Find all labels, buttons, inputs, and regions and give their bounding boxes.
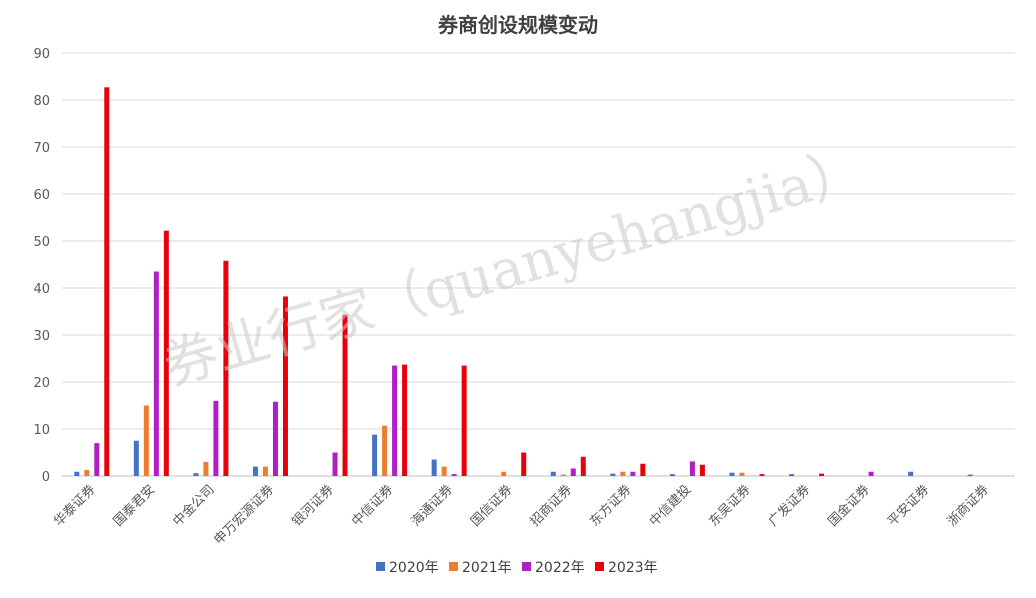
bar [521, 452, 527, 476]
bar [282, 296, 288, 476]
bar [729, 472, 735, 476]
bar [104, 87, 110, 476]
x-tick-label: 国金证券 [825, 482, 873, 530]
bar [759, 474, 765, 476]
legend-swatch [595, 562, 604, 571]
bar [372, 434, 378, 476]
bar [967, 474, 973, 476]
watermark: 券业行家（quanyehangjia） [156, 137, 871, 397]
bar [610, 473, 616, 476]
bar [163, 230, 169, 476]
legend-label: 2021年 [462, 560, 512, 576]
bar [550, 471, 556, 476]
bar [262, 466, 268, 476]
bar [402, 364, 408, 476]
x-tick-label: 广发证券 [765, 482, 813, 530]
bar [640, 463, 646, 476]
x-tick-label: 海通证券 [408, 482, 456, 530]
bar [213, 400, 219, 476]
y-tick-label: 10 [33, 423, 50, 438]
bar [133, 440, 139, 476]
bar [689, 461, 695, 476]
bar [143, 405, 149, 476]
legend-swatch [522, 562, 531, 571]
x-tick-label: 银河证券 [289, 482, 337, 530]
bar [252, 466, 258, 476]
bar [94, 443, 100, 476]
y-tick-label: 60 [33, 188, 50, 203]
bar [620, 471, 626, 476]
bar [819, 473, 825, 476]
y-tick-label: 80 [33, 94, 50, 109]
bar [501, 471, 507, 476]
bar [84, 469, 90, 476]
x-tick-label: 申万宏源证券 [211, 482, 277, 548]
y-tick-label: 70 [33, 141, 50, 156]
bar [630, 471, 636, 476]
bar [441, 466, 447, 476]
bar [580, 456, 586, 476]
bar [908, 471, 914, 476]
bar [789, 474, 795, 476]
x-tick-label: 华泰证券 [51, 482, 99, 530]
bar [392, 365, 398, 476]
legend-swatch [376, 562, 385, 571]
x-tick-label: 浙商证券 [944, 482, 992, 530]
y-tick-label: 0 [42, 470, 50, 485]
bar [669, 474, 675, 476]
bar [461, 365, 467, 476]
legend-label: 2023年 [608, 560, 658, 576]
x-tick-label: 国泰君安 [111, 482, 158, 529]
bar [382, 425, 388, 476]
bar [570, 468, 576, 476]
y-tick-label: 20 [33, 376, 50, 391]
chart-title: 券商创设规模变动 [437, 13, 598, 37]
legend-label: 2022年 [535, 560, 585, 576]
y-tick-label: 50 [33, 235, 50, 250]
x-tick-label: 中信建投 [646, 482, 694, 530]
bar [193, 473, 199, 476]
bar [868, 471, 874, 476]
bar [560, 474, 566, 476]
bar [451, 474, 457, 476]
y-tick-label: 90 [33, 47, 50, 62]
bar [739, 472, 745, 476]
legend-label: 2020年 [389, 560, 439, 576]
x-tick-label: 国信证券 [467, 482, 515, 530]
x-tick-label: 东方证券 [587, 482, 635, 530]
bar [699, 464, 705, 476]
x-tick-label: 中信证券 [348, 482, 396, 530]
bar [223, 260, 229, 476]
x-tick-label: 平安证券 [884, 482, 932, 530]
bar [74, 471, 80, 476]
x-tick-label: 招商证券 [527, 482, 575, 530]
bar [203, 461, 209, 476]
bar [153, 271, 159, 476]
y-tick-label: 30 [33, 329, 50, 344]
x-tick-label: 东吴证券 [706, 482, 754, 530]
bar [272, 401, 278, 476]
y-tick-label: 40 [33, 282, 50, 297]
legend-swatch [449, 562, 458, 571]
x-tick-label: 中金公司 [170, 482, 218, 530]
bar [342, 314, 348, 476]
bar [431, 459, 437, 476]
bar [332, 452, 338, 476]
